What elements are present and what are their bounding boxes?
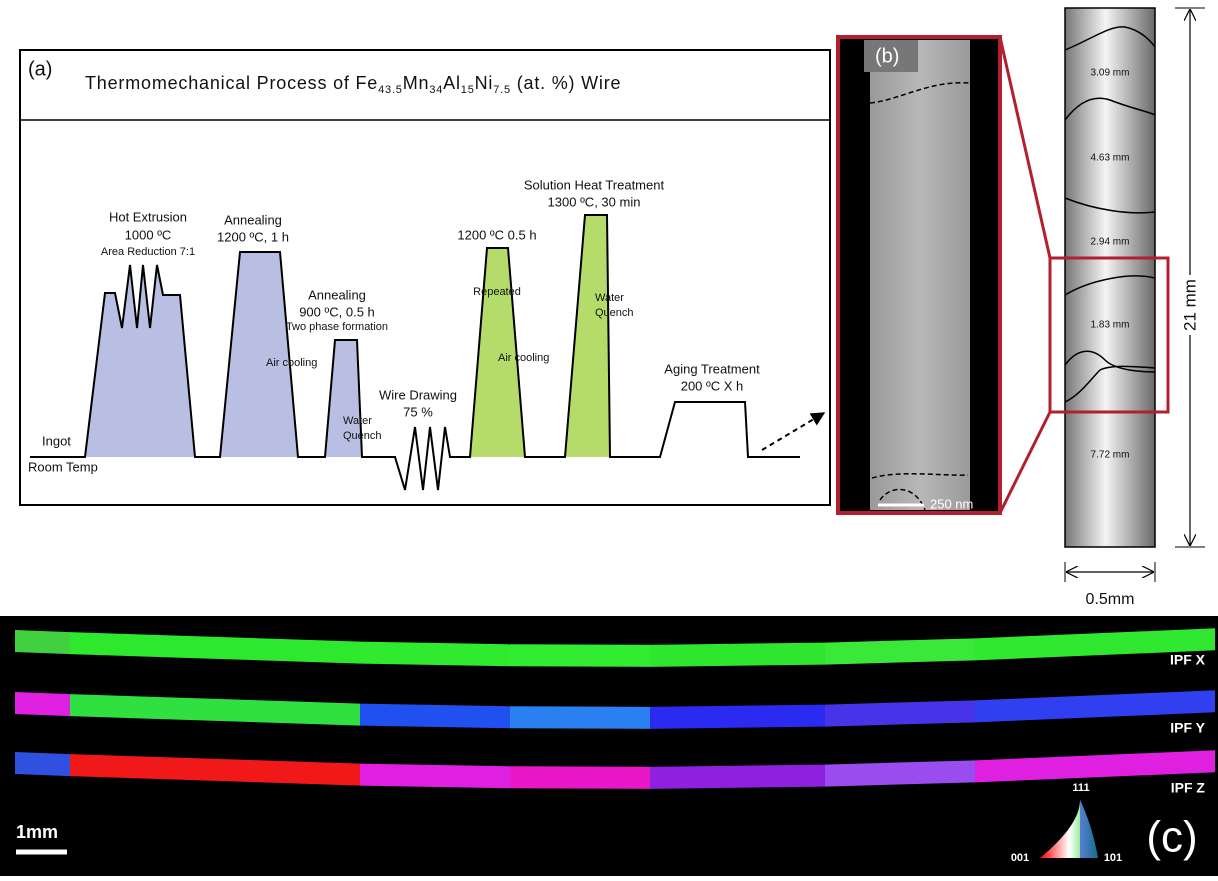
step-label: Air cooling	[498, 352, 549, 364]
key-label: 001	[1011, 852, 1029, 864]
zoom-line	[1000, 37, 1050, 258]
ebsd-grain	[15, 630, 70, 654]
step-label: Area Reduction 7:1	[101, 246, 195, 258]
panel-title: Thermomechanical Process of Fe43.5​Mn34​…	[85, 73, 621, 96]
title-part: Al	[443, 73, 461, 93]
wire-section	[870, 40, 970, 510]
scale-label: 250 nm	[930, 496, 973, 511]
ebsd-grain	[360, 704, 510, 729]
ebsd-grain	[360, 642, 510, 667]
panel-a: (a) Thermomechanical Process of Fe43.5​M…	[20, 50, 830, 505]
step-label: Annealing	[308, 287, 366, 302]
key-label: 111	[1072, 782, 1089, 794]
step-label: 900 ºC, 0.5 h	[299, 304, 375, 319]
title-part: (at. %) Wire	[511, 73, 621, 93]
ebsd-grain	[825, 638, 975, 664]
step-label: 1000 ºC	[125, 227, 172, 242]
step-label: Two phase formation	[286, 321, 388, 333]
ebsd-grain	[15, 692, 70, 716]
step-label: Hot Extrusion	[109, 209, 187, 224]
scale-label: 1mm	[16, 822, 58, 842]
panel-c	[0, 616, 1218, 876]
figure: (a) Thermomechanical Process of Fe43.5​M…	[0, 0, 1218, 876]
diameter-label: 0.5mm	[1086, 591, 1135, 608]
wire: 3.09 mm 4.63 mm 2.94 mm 1.83 mm 7.72 mm …	[1050, 8, 1205, 608]
step-label: 1200 ºC 0.5 h	[457, 227, 536, 242]
segment-length: 4.63 mm	[1091, 153, 1130, 164]
segment-length: 2.94 mm	[1091, 237, 1130, 248]
segment-length: 7.72 mm	[1091, 450, 1130, 461]
ebsd-grain	[360, 764, 510, 789]
ebsd-grain	[650, 643, 825, 667]
ebsd-grain	[650, 765, 825, 789]
map-label: IPF X	[1170, 652, 1206, 668]
step-label: Air cooling	[266, 357, 317, 369]
title-subscript: 15	[461, 84, 475, 96]
title-subscript: 34	[429, 84, 443, 96]
ebsd-grain	[510, 766, 650, 789]
step-label: Quench	[595, 307, 634, 319]
wire-body	[1065, 8, 1155, 547]
step-label: 200 ºC X h	[681, 378, 744, 393]
step-label: Wire Drawing	[379, 387, 457, 402]
key-label: 101	[1104, 852, 1122, 864]
step-label: Aging Treatment	[664, 361, 760, 376]
segment-length: 1.83 mm	[1091, 320, 1130, 331]
ebsd-grain	[825, 700, 975, 726]
title-part: Thermomechanical Process of Fe	[85, 73, 378, 93]
step-label: Water	[595, 292, 624, 304]
ebsd-grain	[510, 644, 650, 667]
step-label: 1200 ºC, 1 h	[217, 229, 289, 244]
length-label: 21 mm	[1180, 279, 1199, 331]
panel-label: (b)	[875, 45, 899, 67]
segment-length: 3.09 mm	[1091, 68, 1130, 79]
baseline-label: Room Temp	[28, 459, 98, 474]
ebsd-grain	[510, 706, 650, 729]
map-label: IPF Z	[1171, 780, 1206, 796]
ebsd-grain	[15, 752, 70, 776]
panel-label: (a)	[28, 58, 52, 80]
ebsd-grain	[825, 760, 975, 786]
step-label: 1300 ºC, 30 min	[548, 194, 641, 209]
step-label: 75 %	[403, 404, 433, 419]
step-label: Quench	[343, 430, 382, 442]
step-label: Annealing	[224, 212, 282, 227]
step-label: Water	[343, 415, 372, 427]
step-label: Solution Heat Treatment	[524, 177, 665, 192]
title-part: Mn	[403, 73, 430, 93]
title-subscript: 7.5	[493, 84, 511, 96]
start-label: Ingot	[42, 433, 71, 448]
map-label: IPF Y	[1170, 720, 1205, 736]
title-part: Ni	[475, 73, 494, 93]
panel-b: (b) 250 nm	[838, 37, 1050, 513]
ebsd-grain	[650, 705, 825, 729]
title-subscript: 43.5	[378, 84, 403, 96]
step-label: Repeated	[473, 286, 521, 298]
zoom-line	[1000, 412, 1050, 513]
panel-label: (c)	[1146, 813, 1197, 862]
